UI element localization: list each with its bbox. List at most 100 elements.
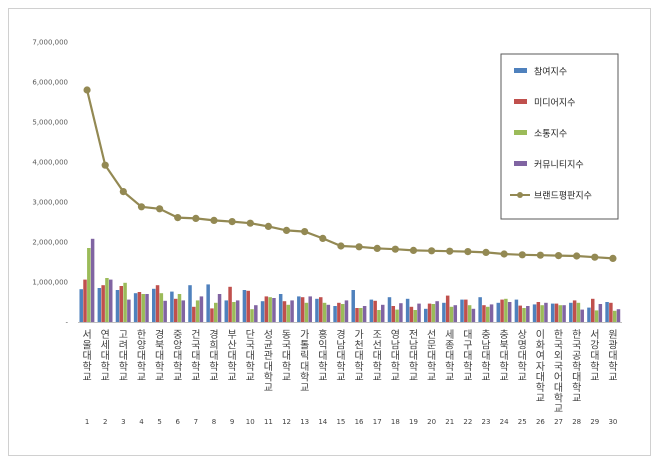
bar (235, 300, 240, 322)
bar (105, 278, 109, 322)
bar (576, 302, 581, 322)
line-point (137, 203, 146, 211)
bar (152, 288, 156, 322)
bar (344, 300, 349, 322)
y-tick-label: 6,000,000 (32, 79, 68, 87)
rank-label: 3 (121, 418, 125, 426)
bar (260, 301, 265, 322)
bar (391, 306, 396, 322)
line-point (301, 228, 309, 236)
line-point (609, 254, 617, 262)
bar (268, 297, 272, 322)
rank-label: 20 (427, 418, 436, 426)
bar (145, 294, 149, 322)
bar (591, 298, 595, 322)
bar (594, 310, 599, 322)
bar (369, 299, 374, 322)
bar (177, 294, 182, 322)
bar (217, 294, 222, 322)
bar (250, 309, 254, 322)
bar (435, 301, 439, 322)
bar (246, 290, 250, 322)
line-point (409, 246, 418, 254)
bar (282, 301, 287, 322)
bar (170, 291, 174, 322)
bar (159, 293, 164, 322)
rank-label: 19 (409, 418, 418, 426)
legend-label: 미디어지수 (534, 98, 575, 109)
bar (79, 289, 83, 322)
bar (228, 286, 232, 322)
bar (572, 300, 577, 322)
bar (90, 238, 95, 322)
rank-label: 27 (554, 418, 563, 426)
rank-label: 15 (336, 418, 345, 426)
bar (514, 299, 519, 322)
bar (507, 302, 512, 322)
line-point (554, 252, 563, 260)
bar (362, 306, 367, 322)
rank-label: 12 (282, 418, 291, 426)
bar (322, 302, 327, 322)
line-point (83, 86, 91, 94)
bar (536, 302, 541, 322)
line-point (156, 205, 164, 213)
bar (395, 309, 399, 322)
bar (373, 300, 377, 322)
bar (489, 304, 494, 322)
bar (471, 308, 476, 322)
bar (609, 302, 613, 322)
bar (467, 305, 472, 322)
bar (232, 302, 236, 322)
line-point (464, 248, 472, 256)
bar (522, 308, 526, 322)
bar (486, 306, 490, 322)
line-point (573, 252, 581, 260)
bar (558, 305, 563, 322)
line-point (101, 161, 109, 169)
bar (109, 279, 113, 322)
bar (315, 298, 319, 322)
line-point (391, 245, 399, 253)
bar (409, 306, 414, 322)
bar (351, 290, 355, 322)
bar (580, 309, 584, 322)
bar (101, 285, 105, 322)
rank-label: 1 (85, 418, 89, 426)
line-point (373, 244, 381, 252)
bar (333, 306, 337, 322)
bar (173, 298, 178, 322)
line-point (500, 250, 508, 258)
bar (123, 282, 127, 322)
rank-label: 10 (246, 418, 255, 426)
bar (254, 305, 258, 322)
bar (286, 304, 291, 322)
bar (427, 303, 432, 322)
legend-box (500, 53, 619, 220)
legend-swatch (514, 68, 527, 73)
bar (278, 294, 283, 322)
bar (188, 285, 192, 322)
y-tick-label: 5,000,000 (32, 119, 68, 127)
rank-label: 29 (590, 418, 599, 426)
line-point (282, 226, 291, 234)
bar (417, 303, 421, 322)
rank-label: 7 (194, 418, 198, 426)
legend-swatch-marker (517, 192, 523, 198)
bar (460, 299, 464, 322)
bar (115, 290, 120, 322)
rank-label: 25 (518, 418, 527, 426)
rank-label: 23 (482, 418, 491, 426)
